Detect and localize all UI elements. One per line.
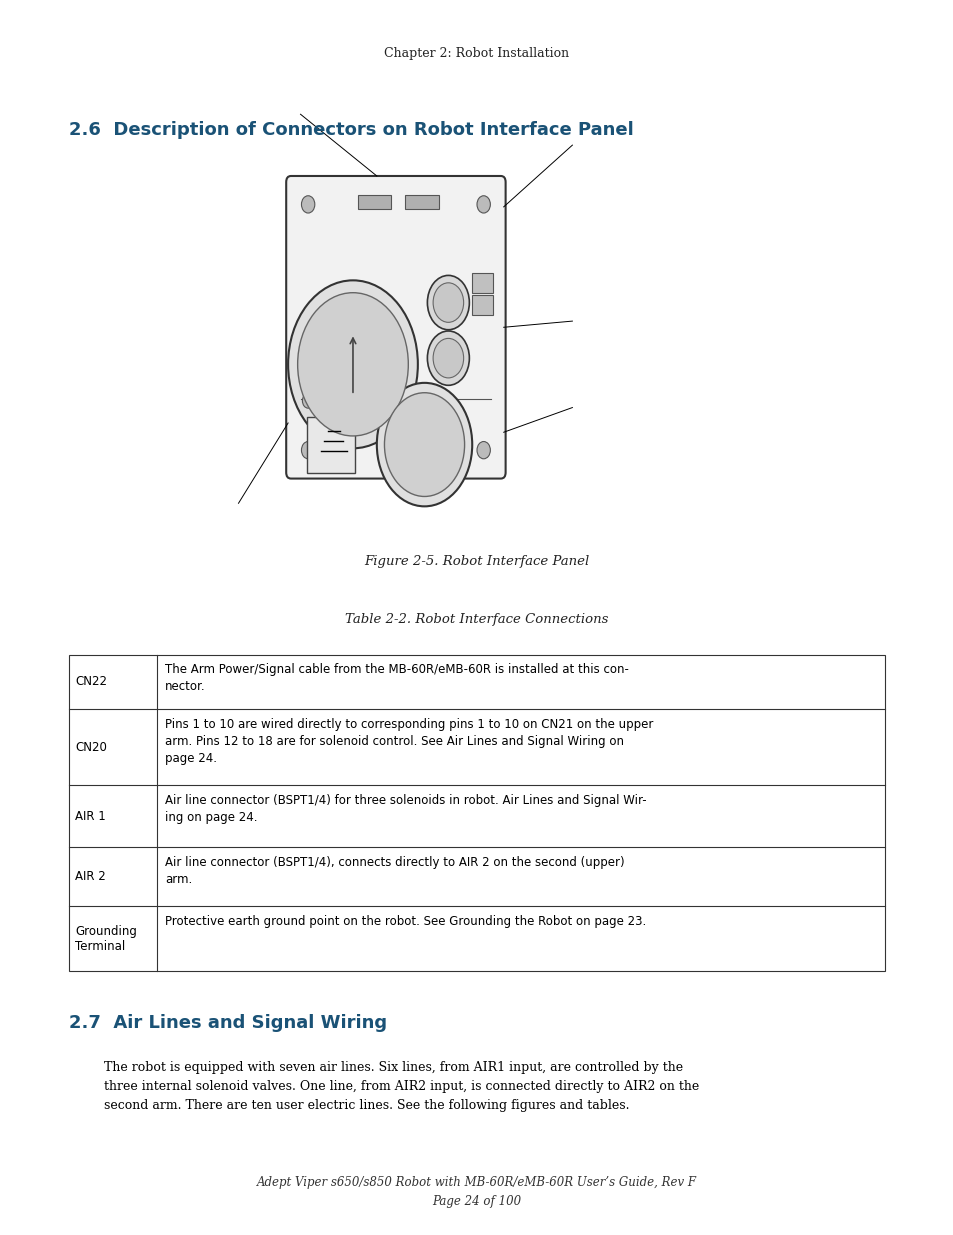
Text: 2.7  Air Lines and Signal Wiring: 2.7 Air Lines and Signal Wiring <box>69 1014 386 1032</box>
Circle shape <box>384 393 464 496</box>
Bar <box>307 417 355 473</box>
Text: Air line connector (BSPT1/4), connects directly to AIR 2 on the second (upper)
a: Air line connector (BSPT1/4), connects d… <box>165 856 624 885</box>
Circle shape <box>476 195 490 212</box>
Text: Figure 2-5. Robot Interface Panel: Figure 2-5. Robot Interface Panel <box>364 555 589 568</box>
Text: Adept Viper s650/s850 Robot with MB-60R/eMB-60R User’s Guide, Rev F: Adept Viper s650/s850 Robot with MB-60R/… <box>256 1176 697 1189</box>
Text: AIR 2: AIR 2 <box>75 871 106 883</box>
Circle shape <box>301 195 314 212</box>
Text: Grounding
Terminal: Grounding Terminal <box>75 925 137 952</box>
Bar <box>472 273 493 293</box>
Text: Protective earth ground point on the robot. See Grounding the Robot on page 23.: Protective earth ground point on the rob… <box>165 915 645 929</box>
Text: AIR 1: AIR 1 <box>75 810 106 823</box>
Text: Chapter 2: Robot Installation: Chapter 2: Robot Installation <box>384 47 569 61</box>
Bar <box>69 655 884 971</box>
Circle shape <box>427 275 469 330</box>
Circle shape <box>376 383 472 506</box>
Bar <box>472 295 493 315</box>
Circle shape <box>297 293 408 436</box>
Text: Air line connector (BSPT1/4) for three solenoids in robot. Air Lines and Signal : Air line connector (BSPT1/4) for three s… <box>165 794 646 824</box>
Text: CN22: CN22 <box>75 676 108 688</box>
Text: Pins 1 to 10 are wired directly to corresponding pins 1 to 10 on CN21 on the upp: Pins 1 to 10 are wired directly to corre… <box>165 718 653 764</box>
Bar <box>405 195 438 209</box>
Bar <box>357 195 391 209</box>
Text: Page 24 of 100: Page 24 of 100 <box>432 1195 521 1209</box>
Circle shape <box>433 338 463 378</box>
Circle shape <box>476 442 490 459</box>
Text: 2.6  Description of Connectors on Robot Interface Panel: 2.6 Description of Connectors on Robot I… <box>69 121 633 140</box>
Circle shape <box>288 280 417 448</box>
Text: The Arm Power/Signal cable from the MB-60R/eMB-60R is installed at this con-
nec: The Arm Power/Signal cable from the MB-6… <box>165 663 628 693</box>
Circle shape <box>301 442 314 459</box>
Text: CN20: CN20 <box>75 741 107 753</box>
FancyBboxPatch shape <box>286 177 505 479</box>
Text: Table 2-2. Robot Interface Connections: Table 2-2. Robot Interface Connections <box>345 613 608 626</box>
Circle shape <box>433 283 463 322</box>
Circle shape <box>302 394 314 408</box>
Circle shape <box>427 331 469 385</box>
Text: The robot is equipped with seven air lines. Six lines, from AIR1 input, are cont: The robot is equipped with seven air lin… <box>104 1061 699 1112</box>
